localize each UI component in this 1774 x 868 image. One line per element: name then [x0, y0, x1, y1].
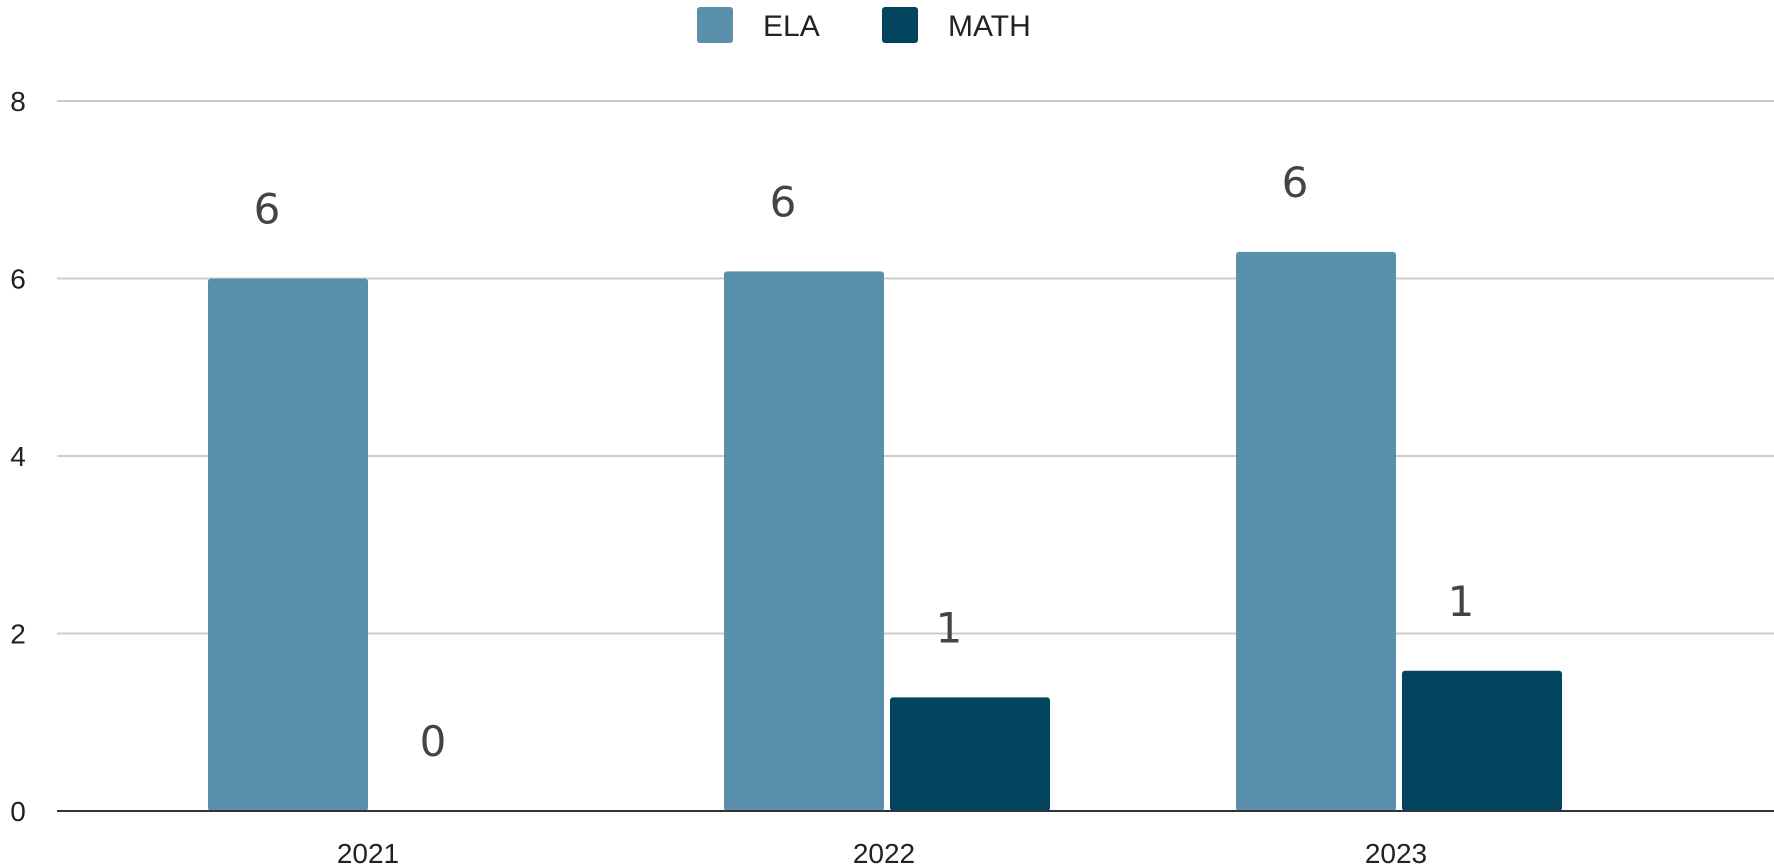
data-label-ela-2023: 6 [1282, 158, 1309, 207]
legend-swatch-ela [697, 7, 733, 43]
bar-ela-2022 [724, 271, 884, 811]
data-labels: 6 0 6 1 6 1 [254, 158, 1475, 766]
data-label-ela-2022: 6 [770, 177, 797, 226]
y-tick-label: 6 [10, 264, 26, 295]
data-label-math-2022: 1 [936, 603, 963, 652]
data-label-math-2021: 0 [420, 717, 447, 766]
y-tick-label: 4 [10, 441, 26, 472]
y-tick-label: 0 [10, 796, 26, 827]
data-label-math-2023: 1 [1448, 577, 1475, 626]
y-tick-label: 8 [10, 86, 26, 117]
legend-swatch-math [882, 7, 918, 43]
bar-ela-2021 [208, 278, 368, 811]
x-tick-label: 2023 [1365, 838, 1427, 868]
legend: ELA MATH [697, 7, 1031, 43]
bar-ela-2023 [1236, 251, 1396, 811]
bars [208, 251, 1562, 811]
x-tick-label: 2022 [853, 838, 915, 868]
x-axis-ticks: 2021 2022 2023 [337, 838, 1427, 868]
bar-math-2022 [890, 697, 1050, 811]
legend-label-math: MATH [948, 10, 1031, 43]
y-tick-label: 2 [10, 619, 26, 650]
y-axis-ticks: 0 2 4 6 8 [10, 86, 26, 827]
bar-math-2023 [1402, 670, 1562, 811]
legend-label-ela: ELA [763, 10, 820, 43]
x-tick-label: 2021 [337, 838, 399, 868]
data-label-ela-2021: 6 [254, 185, 281, 234]
